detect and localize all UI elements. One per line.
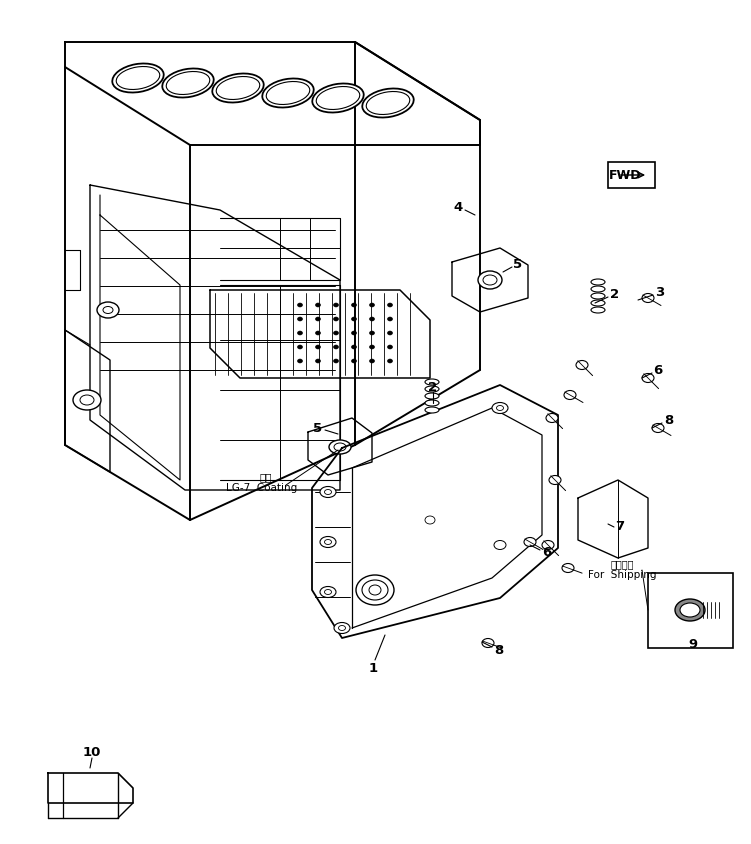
Ellipse shape — [162, 68, 214, 98]
Ellipse shape — [262, 78, 314, 107]
Ellipse shape — [591, 307, 605, 313]
Text: 2: 2 — [611, 288, 620, 300]
Ellipse shape — [362, 89, 414, 117]
Ellipse shape — [591, 279, 605, 285]
Ellipse shape — [351, 303, 357, 307]
Ellipse shape — [642, 374, 654, 382]
Ellipse shape — [549, 475, 561, 484]
Ellipse shape — [297, 303, 303, 307]
Ellipse shape — [333, 359, 339, 363]
Text: 4: 4 — [454, 201, 463, 214]
Ellipse shape — [315, 317, 321, 321]
Ellipse shape — [576, 360, 588, 370]
Ellipse shape — [320, 537, 336, 548]
Ellipse shape — [425, 400, 439, 406]
Ellipse shape — [333, 317, 339, 321]
Ellipse shape — [591, 286, 605, 292]
Text: 6: 6 — [542, 547, 552, 560]
Ellipse shape — [213, 73, 264, 102]
Ellipse shape — [333, 331, 339, 335]
Ellipse shape — [297, 331, 303, 335]
Ellipse shape — [652, 424, 664, 432]
Ellipse shape — [297, 345, 303, 349]
Ellipse shape — [388, 331, 393, 335]
Text: 8: 8 — [665, 414, 674, 426]
Ellipse shape — [369, 317, 375, 321]
Ellipse shape — [425, 407, 439, 413]
Ellipse shape — [642, 294, 654, 302]
Text: 10: 10 — [83, 745, 101, 759]
Ellipse shape — [329, 440, 351, 454]
Ellipse shape — [388, 345, 393, 349]
Ellipse shape — [351, 359, 357, 363]
Ellipse shape — [369, 303, 375, 307]
Text: 3: 3 — [656, 285, 665, 299]
Ellipse shape — [425, 393, 439, 399]
Text: 9: 9 — [689, 639, 698, 652]
Ellipse shape — [315, 331, 321, 335]
Ellipse shape — [562, 564, 574, 572]
Text: 5: 5 — [514, 257, 523, 270]
Ellipse shape — [351, 317, 357, 321]
Ellipse shape — [369, 345, 375, 349]
Ellipse shape — [351, 345, 357, 349]
Ellipse shape — [524, 538, 536, 547]
Ellipse shape — [425, 386, 439, 392]
Ellipse shape — [333, 345, 339, 349]
Bar — [648, 573, 733, 648]
Ellipse shape — [315, 303, 321, 307]
Ellipse shape — [369, 359, 375, 363]
Text: 運搬部品: 運搬部品 — [611, 559, 634, 569]
Ellipse shape — [351, 331, 357, 335]
Ellipse shape — [542, 540, 554, 549]
Bar — [608, 162, 655, 188]
Ellipse shape — [388, 359, 393, 363]
Ellipse shape — [492, 403, 508, 414]
Ellipse shape — [680, 603, 700, 617]
Text: 8: 8 — [494, 643, 504, 657]
Ellipse shape — [73, 390, 101, 410]
Ellipse shape — [312, 84, 363, 112]
Ellipse shape — [675, 599, 705, 621]
Ellipse shape — [388, 317, 393, 321]
Ellipse shape — [425, 379, 439, 385]
Ellipse shape — [113, 63, 164, 93]
Ellipse shape — [478, 271, 502, 289]
Ellipse shape — [315, 359, 321, 363]
Ellipse shape — [591, 300, 605, 306]
Ellipse shape — [369, 585, 381, 595]
Ellipse shape — [388, 303, 393, 307]
Ellipse shape — [356, 575, 394, 605]
Ellipse shape — [315, 345, 321, 349]
Text: 2: 2 — [428, 381, 438, 393]
Ellipse shape — [591, 293, 605, 299]
Text: For  Shipping: For Shipping — [588, 570, 656, 580]
Text: 1: 1 — [369, 662, 378, 674]
Ellipse shape — [320, 587, 336, 598]
Ellipse shape — [320, 486, 336, 497]
Text: LG-7  Coating: LG-7 Coating — [226, 483, 297, 493]
Ellipse shape — [369, 331, 375, 335]
Text: 塗布: 塗布 — [260, 472, 273, 482]
Ellipse shape — [482, 639, 494, 647]
Ellipse shape — [564, 391, 576, 399]
Text: FWD: FWD — [609, 169, 641, 181]
Ellipse shape — [297, 359, 303, 363]
Ellipse shape — [333, 303, 339, 307]
Text: 7: 7 — [615, 521, 625, 533]
Ellipse shape — [546, 414, 558, 423]
Text: 5: 5 — [313, 421, 323, 435]
Ellipse shape — [297, 317, 303, 321]
Ellipse shape — [97, 302, 119, 318]
Ellipse shape — [334, 623, 350, 634]
Text: 6: 6 — [653, 364, 662, 376]
